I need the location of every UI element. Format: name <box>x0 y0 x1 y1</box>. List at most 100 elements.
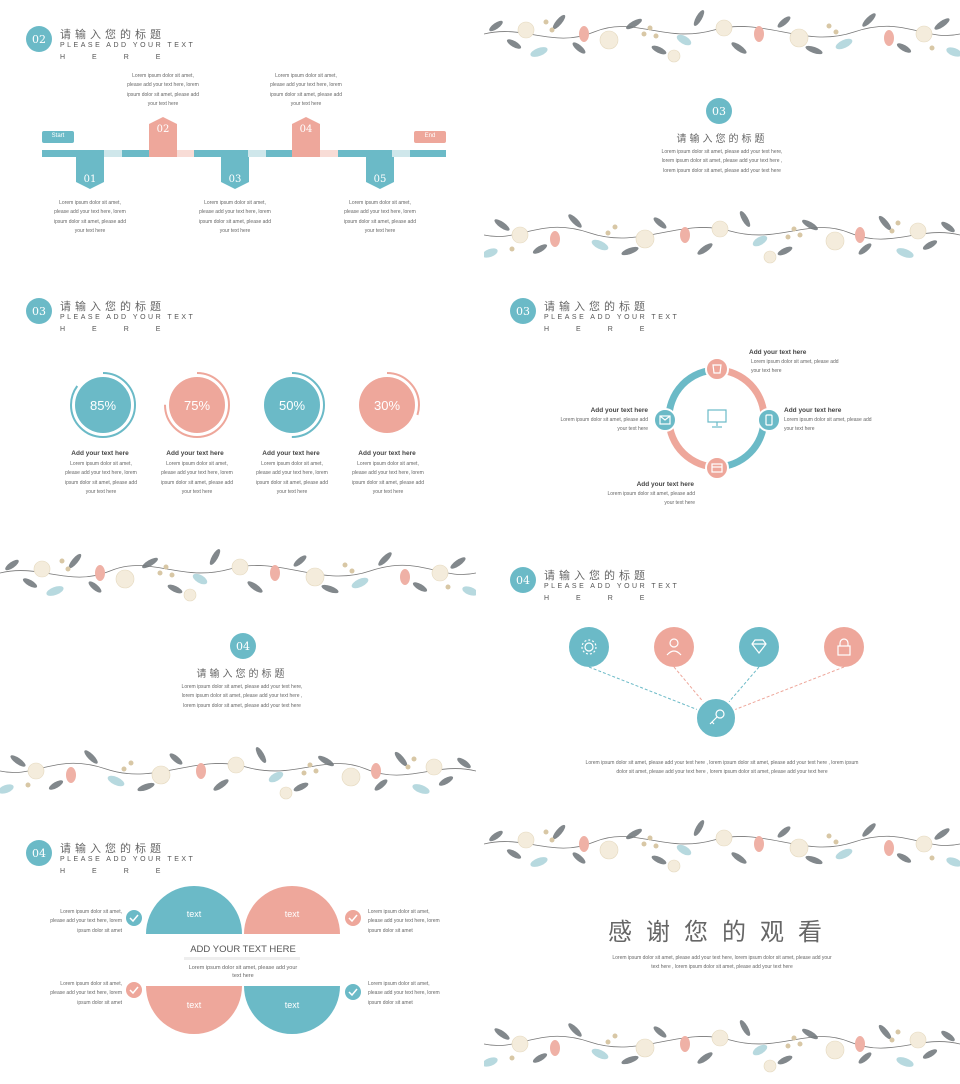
slide-cycle[interactable]: 03 请输入您的标题 PLEASE ADD YOUR TEXT HERE Add… <box>484 272 960 538</box>
point-text: Lorem ipsum dolor sit amet, please add yo… <box>50 981 122 1006</box>
slide-subtitle-here: HERE <box>60 868 188 875</box>
percentage-circles <box>70 372 420 438</box>
cup-icon <box>705 357 729 381</box>
item-caption: Add your text here <box>358 450 416 457</box>
floral-border-bottom <box>0 741 476 807</box>
floral-border-top <box>484 814 960 880</box>
slide-network[interactable]: 04 请输入您的标题 PLEASE ADD YOUR TEXT HERE Lor… <box>484 541 960 807</box>
percentage-disc <box>169 377 225 433</box>
item-caption: Add your text here <box>749 349 807 356</box>
segment-label: text <box>186 909 202 919</box>
lock-icon <box>824 627 864 667</box>
start-label: Start <box>51 133 65 139</box>
item-text: Lorem ipsum dolor sit amet, please add yo… <box>751 359 839 375</box>
check-icon <box>126 910 142 926</box>
slide-subtitle: PLEASE ADD YOUR TEXT <box>60 314 196 321</box>
item-text: Lorem ipsum dolor sit amet, please add yo… <box>560 417 648 433</box>
percentage-ring <box>354 372 420 438</box>
network-diagram <box>569 627 864 739</box>
slide-title: 请输入您的标题 <box>60 301 165 313</box>
check-icon <box>345 984 361 1000</box>
percentage-ring <box>164 372 230 438</box>
item-text: Lorem ipsum dolor sit amet, please add yo… <box>161 461 233 496</box>
item-caption: Add your text here <box>784 407 842 414</box>
item-text: Lorem ipsum dolor sit amet, please add yo… <box>352 461 424 496</box>
slide-subtitle-here: HERE <box>544 595 672 602</box>
slide-section-intro[interactable]: 04 请输入您的标题 Lorem ipsum dolor sit amet, p… <box>0 541 476 807</box>
cycle-diagram <box>653 357 781 480</box>
point-text: Lorem ipsum dolor sit amet, please add yo… <box>368 981 440 1006</box>
diamond-icon <box>739 627 779 667</box>
percentage-label: 75% <box>183 398 211 413</box>
percentage-disc <box>264 377 320 433</box>
percentage-disc <box>75 377 131 433</box>
calendar-icon <box>705 456 729 480</box>
slide-subtitle-here: HERE <box>60 54 188 61</box>
segment-label: text <box>284 909 300 919</box>
section-number: 04 <box>230 633 256 659</box>
intro-text: Lorem ipsum dolor sit amet, please add y… <box>181 684 303 709</box>
section-number: 03 <box>26 298 52 324</box>
percentage-label: 30% <box>373 398 401 413</box>
item-text: Lorem ipsum dolor sit amet, please add yo… <box>256 461 328 496</box>
slide-percentages[interactable]: 03 请输入您的标题 PLEASE ADD YOUR TEXT HERE 85%… <box>0 272 476 538</box>
item-text: Lorem ipsum dolor sit amet, please add yo… <box>784 417 872 433</box>
section-number: 02 <box>26 26 52 52</box>
center-heading: ADD YOUR TEXT HERE <box>190 944 296 955</box>
step-text: Lorem ipsum dolor sit amet, please add yo… <box>199 200 271 235</box>
check-icon <box>345 910 361 926</box>
step-number: 04 <box>299 124 313 135</box>
floral-border-top <box>0 543 476 609</box>
percentage-disc <box>359 377 415 433</box>
floral-border-bottom <box>484 205 960 266</box>
slide-subtitle: PLEASE ADD YOUR TEXT <box>544 583 680 590</box>
center-text: Lorem ipsum dolor sit amet, please add y… <box>188 965 298 979</box>
percentage-ring <box>259 372 325 438</box>
step-text: Lorem ipsum dolor sit amet, please add yo… <box>54 200 126 235</box>
item-caption: Add your text here <box>590 407 648 414</box>
slide-semicircles[interactable]: 04 请输入您的标题 PLEASE ADD YOUR TEXT HERE tex… <box>0 814 476 1080</box>
slide-title: 请输入您的标题 <box>676 134 768 145</box>
end-label: End <box>424 133 436 139</box>
floral-border-top <box>484 4 960 70</box>
point-text: Lorem ipsum dolor sit amet, please add yo… <box>50 909 122 934</box>
segment-label: text <box>186 1000 202 1010</box>
gear-icon <box>569 627 609 667</box>
item-caption: Add your text here <box>262 450 320 457</box>
section-number: 03 <box>510 298 536 324</box>
item-text: Lorem ipsum dolor sit amet, please add yo… <box>607 491 695 507</box>
step-number: 01 <box>83 174 97 185</box>
thanks-text: Lorem ipsum dolor sit amet, please add y… <box>612 955 832 971</box>
step-number: 05 <box>373 174 387 185</box>
slide-title: 请输入您的标题 <box>544 570 649 582</box>
step-number: 02 <box>156 124 170 135</box>
intro-text: Lorem ipsum dolor sit amet, please add y… <box>661 149 783 174</box>
step-text: Lorem ipsum dolor sit amet, please add yo… <box>344 200 416 235</box>
slide-section-intro[interactable]: 03 请输入您的标题 Lorem ipsum dolor sit amet, p… <box>484 0 960 266</box>
percentage-label: 50% <box>278 398 306 413</box>
check-icon <box>126 982 142 998</box>
percentage-ring <box>70 372 136 438</box>
slide-subtitle: PLEASE ADD YOUR TEXT <box>60 42 196 49</box>
user-icon <box>654 627 694 667</box>
mail-icon <box>653 408 677 432</box>
key-icon <box>695 697 737 739</box>
slide-timeline[interactable]: 02 请输入您的标题 PLEASE ADD YOUR TEXT HERE Sta… <box>0 0 476 266</box>
slide-title: 请输入您的标题 <box>60 843 165 855</box>
slide-subtitle-here: HERE <box>60 326 188 333</box>
monitor-icon <box>707 409 727 428</box>
section-number: 04 <box>26 840 52 866</box>
step-text: Lorem ipsum dolor sit amet, please add yo… <box>270 73 342 108</box>
segment-label: text <box>284 1000 300 1010</box>
slide-title: 请输入您的标题 <box>196 669 288 680</box>
item-caption: Add your text here <box>166 450 224 457</box>
slide-subtitle: PLEASE ADD YOUR TEXT <box>544 314 680 321</box>
timeline-graphic <box>42 117 446 189</box>
floral-border-bottom <box>484 1014 960 1080</box>
slide-subtitle: PLEASE ADD YOUR TEXT <box>60 856 196 863</box>
thanks-title: 感谢您的观看 <box>608 919 836 946</box>
step-number: 03 <box>228 174 242 185</box>
slide-thanks[interactable]: 感谢您的观看 Lorem ipsum dolor sit amet, pleas… <box>484 814 960 1080</box>
slide-title: 请输入您的标题 <box>544 301 649 313</box>
item-caption: Add your text here <box>71 450 129 457</box>
